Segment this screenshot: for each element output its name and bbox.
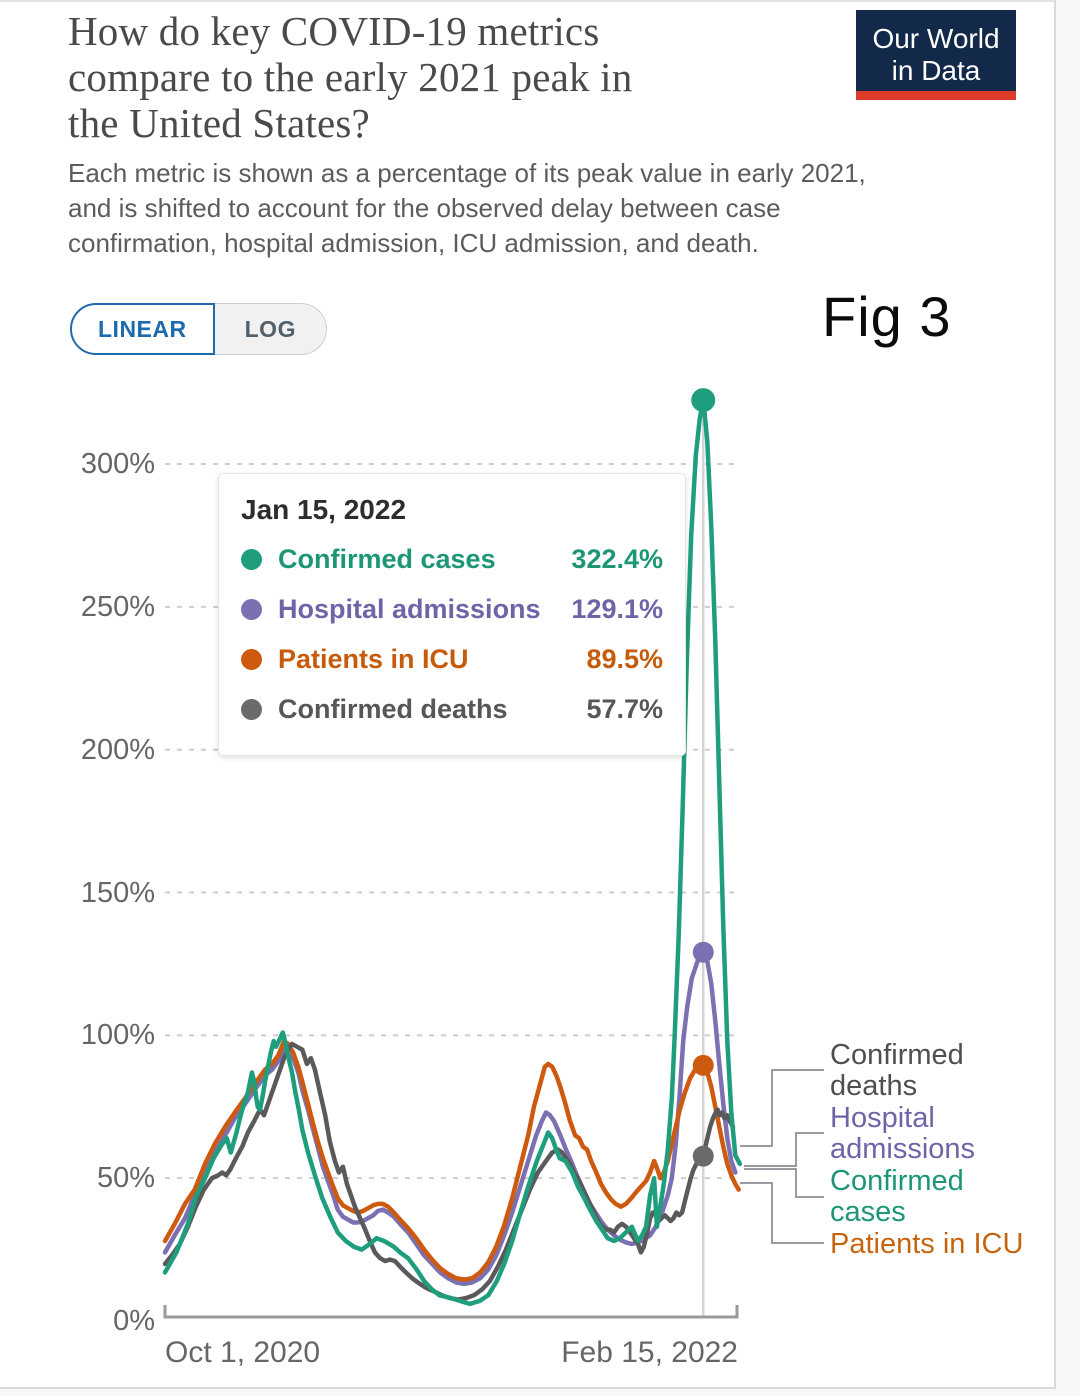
y-tick-50: 50% <box>96 1162 155 1194</box>
owid-logo-red-bar <box>856 91 1016 100</box>
legend-line: cases <box>830 1196 906 1228</box>
legend-connector-2 <box>744 1168 824 1198</box>
x-tick-end: Feb 15, 2022 <box>561 1336 738 1369</box>
legend-line: Confirmed <box>830 1039 964 1071</box>
y-tick-150: 150% <box>80 877 155 909</box>
y-tick-100: 100% <box>80 1019 155 1051</box>
owid-logo-line-2: in Data <box>891 55 981 86</box>
owid-logo: Our World in Data <box>856 10 1016 100</box>
legend-connector-0 <box>740 1069 824 1147</box>
y-tick-300: 300% <box>80 448 155 480</box>
subtitle-line-3: confirmation, hospital admission, ICU ad… <box>68 228 759 258</box>
marker-hospital-admissions <box>692 941 714 963</box>
series-line-confirmed-deaths[interactable] <box>162 1041 736 1302</box>
legend-hospital-admissions[interactable]: Hospital admissions <box>830 1103 975 1165</box>
legend-connector-3 <box>740 1182 824 1244</box>
legend-line: admissions <box>830 1133 976 1165</box>
chart-subtitle: Each metric is shown as a percentage of … <box>68 156 968 261</box>
page-title: How do key COVID-19 metrics compare to t… <box>68 8 828 146</box>
subtitle-line-1: Each metric is shown as a percentage of … <box>68 158 866 188</box>
hospital-admissions-dot-icon <box>241 598 262 620</box>
tooltip-row-patients-in-icu: Patients in ICU 89.5% <box>241 640 663 678</box>
legend-connector-1 <box>744 1132 824 1167</box>
tooltip-row-confirmed-cases: Confirmed cases 322.4% <box>241 540 663 578</box>
subtitle-line-2: and is shifted to account for the observ… <box>68 193 781 223</box>
tooltip-label: Hospital admissions <box>278 593 541 624</box>
legend-patients-in-icu[interactable]: Patients in ICU <box>830 1229 1023 1260</box>
tooltip-value: 57.7% <box>586 693 663 724</box>
tooltip-value: 129.1% <box>571 593 663 624</box>
x-tick-start: Oct 1, 2020 <box>165 1336 321 1369</box>
legend-line: deaths <box>830 1070 918 1102</box>
figure-number-label: Fig 3 <box>822 285 952 348</box>
marker-confirmed-deaths <box>692 1145 714 1167</box>
marker-confirmed-cases <box>691 388 716 413</box>
tooltip-label: Confirmed cases <box>278 543 496 574</box>
series-line-hospital-admissions[interactable] <box>162 949 738 1287</box>
tooltip-value: 322.4% <box>571 543 663 574</box>
legend-confirmed-deaths[interactable]: Confirmed deaths <box>830 1040 964 1102</box>
y-tick-200: 200% <box>80 734 155 766</box>
tooltip-date: Jan 15, 2022 <box>241 494 407 525</box>
tooltip-label: Patients in ICU <box>278 643 469 674</box>
x-axis-line <box>163 1305 739 1319</box>
marker-patients-in-icu <box>692 1054 714 1076</box>
y-tick-250: 250% <box>80 591 155 623</box>
tooltip-row-confirmed-deaths: Confirmed deaths 57.7% <box>241 690 663 728</box>
owid-logo-line-1: Our World <box>872 23 1000 54</box>
title-line-1: How do key COVID-19 metrics <box>68 8 600 54</box>
linear-scale-button[interactable]: LINEAR <box>70 303 215 355</box>
covid-metrics-line-chart[interactable] <box>0 380 1080 1396</box>
legend-line: Hospital <box>830 1102 935 1134</box>
title-line-3: the United States? <box>68 100 370 146</box>
confirmed-cases-dot-icon <box>241 548 262 570</box>
confirmed-deaths-dot-icon <box>241 698 262 720</box>
scale-toggle: LINEAR LOG <box>70 303 327 355</box>
series-line-confirmed-cases[interactable] <box>162 397 743 1307</box>
legend-line: Confirmed <box>830 1165 964 1197</box>
patients-in-icu-dot-icon <box>241 648 262 670</box>
y-tick-0: 0% <box>113 1305 155 1337</box>
tooltip-row-hospital-admissions: Hospital admissions 129.1% <box>241 590 663 628</box>
legend-line: Patients in ICU <box>830 1228 1024 1260</box>
legend-confirmed-cases[interactable]: Confirmed cases <box>830 1166 964 1228</box>
tooltip-value: 89.5% <box>586 643 663 674</box>
tooltip-label: Confirmed deaths <box>278 693 508 724</box>
chart-tooltip: Jan 15, 2022 Confirmed cases 322.4% Hosp… <box>218 473 686 756</box>
log-scale-button[interactable]: LOG <box>214 303 327 355</box>
title-line-2: compare to the early 2021 peak in <box>68 54 633 100</box>
